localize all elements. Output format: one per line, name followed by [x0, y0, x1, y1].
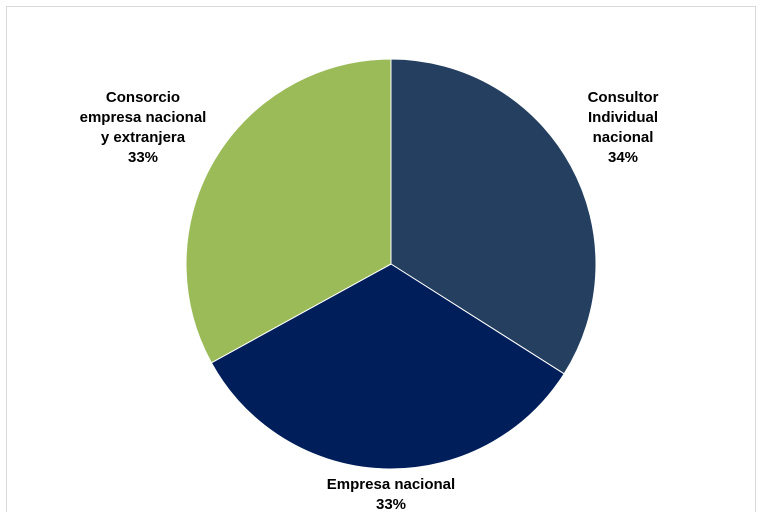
slice-category-label: Empresa nacional: [327, 476, 455, 493]
slice-category-label: y extranjera: [101, 129, 186, 146]
slice-percent-label: 33%: [376, 496, 406, 512]
slice-percent-label: 34%: [608, 149, 638, 166]
slice-percent-label: 33%: [128, 149, 158, 166]
slice-category-label: Consorcio: [106, 89, 180, 106]
pie-slice-3: [185, 58, 392, 364]
pie-slice-1: [390, 58, 597, 375]
pie-slice-label-1: Consultor Individual nacional 34%: [588, 89, 659, 166]
slice-category-label: Consultor: [588, 89, 659, 106]
pie-slice-label-3: Consorcio empresa nacional y extranjera 33%: [80, 89, 207, 166]
pie-labels: Consultor Individual nacional 34% Empresa na…: [80, 89, 659, 512]
pie-slice-label-2: Empresa nacional 33%: [327, 476, 455, 512]
slice-category-label: nacional: [593, 129, 654, 146]
slice-category-label: Individual: [588, 109, 658, 126]
pie-slices: [185, 58, 597, 470]
slice-category-label: empresa nacional: [80, 109, 207, 126]
pie-slice-2: [210, 263, 565, 470]
